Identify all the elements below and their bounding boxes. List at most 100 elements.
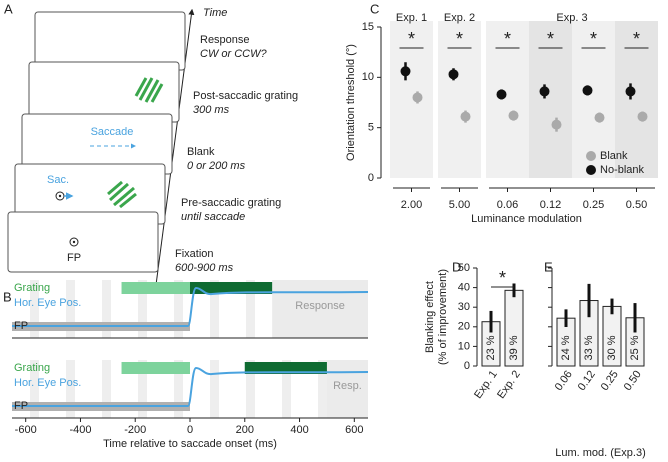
column-shade bbox=[486, 21, 529, 178]
response-period bbox=[326, 360, 368, 418]
fp-label: FP bbox=[67, 252, 81, 264]
stripe bbox=[30, 360, 39, 418]
screen bbox=[7, 211, 159, 273]
pre-grating bbox=[121, 282, 190, 294]
panel-label: E bbox=[544, 259, 553, 274]
row-label: FP bbox=[14, 400, 28, 412]
stripe bbox=[138, 280, 147, 338]
dot bbox=[637, 111, 648, 122]
stripe bbox=[282, 360, 291, 418]
significance: * bbox=[633, 29, 640, 49]
step-note: 300 ms bbox=[193, 104, 230, 116]
saccade-label: Saccade bbox=[91, 126, 134, 138]
value-label: 23 % bbox=[485, 335, 497, 360]
y-tick-label: 15 bbox=[362, 21, 374, 33]
x-tick-label: 0.06 bbox=[497, 199, 518, 211]
dot bbox=[460, 111, 471, 122]
y-tick-label: 0 bbox=[464, 360, 470, 372]
stripe bbox=[30, 280, 39, 338]
step-label: Blank bbox=[187, 146, 215, 158]
x-tick-label: -400 bbox=[69, 424, 91, 436]
x-tick-label: Exp. 1 bbox=[472, 369, 500, 401]
row-label: Grating bbox=[14, 362, 50, 374]
eye-trace bbox=[12, 366, 369, 407]
value-label: 25 % bbox=[629, 335, 641, 360]
x-tick-label: 600 bbox=[345, 424, 363, 436]
value-label: 30 % bbox=[606, 335, 618, 360]
stripe bbox=[174, 280, 183, 338]
dot bbox=[551, 119, 562, 130]
x-tick-label: Exp. 2 bbox=[495, 369, 523, 401]
x-tick-label: 200 bbox=[236, 424, 254, 436]
response-label: Response bbox=[295, 300, 345, 312]
column-shade bbox=[615, 21, 658, 178]
fixation-point bbox=[58, 194, 62, 198]
value-label: 33 % bbox=[583, 335, 595, 360]
stripe bbox=[246, 360, 255, 418]
stripe bbox=[246, 280, 255, 338]
dot bbox=[400, 66, 411, 77]
x-tick-label: 0.12 bbox=[540, 199, 561, 211]
group-label: Exp. 3 bbox=[556, 12, 587, 24]
y-tick-label: 10 bbox=[362, 71, 374, 83]
x-tick-label: 0.25 bbox=[583, 199, 604, 211]
post-grating bbox=[244, 362, 327, 374]
stripe bbox=[174, 360, 183, 418]
y-tick-label: 20 bbox=[458, 321, 470, 333]
legend-label: No-blank bbox=[600, 164, 645, 176]
stripe bbox=[66, 360, 75, 418]
dot bbox=[582, 85, 593, 96]
x-tick-label: 0 bbox=[187, 424, 193, 436]
panel-label: C bbox=[370, 1, 379, 16]
y-tick-label: 10 bbox=[458, 340, 470, 352]
response-period bbox=[272, 280, 368, 338]
significance: * bbox=[547, 29, 554, 49]
significance: * bbox=[408, 29, 415, 49]
response-label: Resp. bbox=[333, 380, 362, 392]
sac-label: Sac. bbox=[47, 174, 69, 186]
dot bbox=[508, 110, 519, 121]
x-axis-label: Luminance modulation bbox=[471, 213, 582, 225]
row-label: Hor. Eye Pos. bbox=[14, 377, 81, 389]
grating bbox=[134, 77, 164, 103]
significance: * bbox=[456, 29, 463, 49]
post-grating bbox=[190, 282, 273, 294]
stripe bbox=[210, 280, 219, 338]
significance: * bbox=[590, 29, 597, 49]
panel-label: B bbox=[3, 289, 12, 304]
x-tick-label: -200 bbox=[124, 424, 146, 436]
value-label: 24 % bbox=[560, 335, 572, 360]
dot bbox=[412, 92, 423, 103]
step-note: CW or CCW? bbox=[200, 48, 267, 60]
row-label: Hor. Eye Pos. bbox=[14, 297, 81, 309]
significance: * bbox=[504, 29, 511, 49]
x-tick-label: 0.12 bbox=[576, 369, 598, 393]
legend-label: Blank bbox=[600, 150, 628, 162]
step-label: Pre-saccadic grating bbox=[181, 197, 281, 209]
stripe bbox=[102, 360, 111, 418]
group-label: Exp. 2 bbox=[444, 12, 475, 24]
time-label: Time bbox=[203, 7, 227, 19]
y-tick-label: 0 bbox=[368, 172, 374, 184]
screen bbox=[34, 11, 186, 71]
significance: * bbox=[499, 268, 506, 288]
step-note: 600-900 ms bbox=[175, 262, 234, 274]
stripe bbox=[66, 280, 75, 338]
column-shade bbox=[390, 21, 433, 178]
x-tick-label: 2.00 bbox=[401, 199, 422, 211]
y-tick-label: 5 bbox=[368, 122, 374, 134]
y-tick-label: 40 bbox=[458, 282, 470, 294]
value-label: 39 % bbox=[508, 335, 520, 360]
column-shade bbox=[529, 21, 572, 178]
stripe bbox=[102, 280, 111, 338]
pre-grating bbox=[121, 362, 190, 374]
eye-trace bbox=[12, 286, 369, 327]
step-label: Post-saccadic grating bbox=[193, 90, 298, 102]
step-label: Response bbox=[200, 34, 250, 46]
column-shade bbox=[438, 21, 481, 178]
legend-marker bbox=[586, 165, 596, 175]
x-axis-label: Lum. mod. (Exp.3) bbox=[555, 447, 645, 459]
step-note: 0 or 200 ms bbox=[187, 160, 246, 172]
